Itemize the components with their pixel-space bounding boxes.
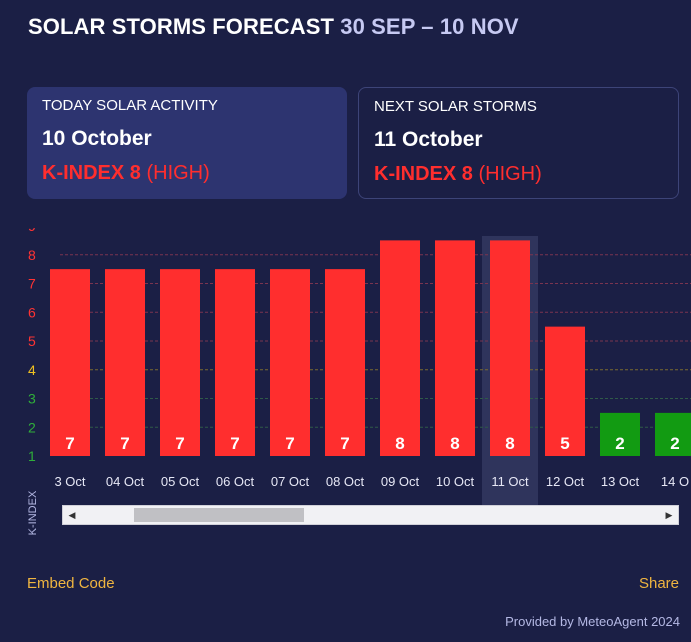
- next-label: NEXT SOLAR STORMS: [374, 98, 537, 115]
- today-activity-card: TODAY SOLAR ACTIVITY 10 October K-INDEX …: [27, 87, 347, 199]
- today-kindex-level: (HIGH): [146, 162, 210, 184]
- share-link[interactable]: Share: [638, 575, 679, 592]
- x-tick-label: 13 Oct: [601, 474, 640, 489]
- y-tick-label: 4: [28, 362, 36, 378]
- bar: [655, 412, 691, 456]
- x-tick-label: 3 Oct: [54, 474, 85, 489]
- x-tick-label: 12 Oct: [546, 474, 585, 489]
- bar-value-label: 8: [450, 434, 459, 453]
- y-axis-label: K-INDEX: [27, 490, 39, 535]
- title-text: SOLAR STORMS FORECAST: [28, 14, 335, 39]
- bar: [435, 240, 475, 456]
- bar-value-label: 7: [65, 434, 74, 453]
- y-tick-label: 8: [28, 247, 36, 263]
- bar: [325, 269, 365, 456]
- today-label: TODAY SOLAR ACTIVITY: [42, 97, 218, 114]
- next-date: 11 October: [374, 128, 483, 151]
- bar: [215, 269, 255, 456]
- today-kindex: K-INDEX 8 (HIGH): [42, 161, 332, 185]
- bar: [160, 269, 200, 456]
- bar: [50, 269, 90, 456]
- y-tick-label: 7: [28, 276, 36, 292]
- x-tick-label: 07 Oct: [271, 474, 310, 489]
- x-tick-label: 14 O: [661, 474, 689, 489]
- y-tick-label: 2: [28, 419, 36, 435]
- x-tick-label: 10 Oct: [436, 474, 475, 489]
- scroll-right-arrow-icon[interactable]: ▶: [665, 510, 673, 520]
- bar: [380, 240, 420, 456]
- x-tick-label: 06 Oct: [216, 474, 255, 489]
- page-title: SOLAR STORMS FORECAST 30 SEP – 10 NOV: [28, 14, 519, 40]
- kindex-chart: 1 2 3 4 5 6 7 8 9 K-INDEX 7 3 Oct 7 04 Oct 7 05 Oct 7 06 …: [0, 228, 691, 558]
- next-kindex-value: K-INDEX 8: [374, 163, 473, 185]
- x-tick-label: 05 Oct: [161, 474, 200, 489]
- x-tick-label: 04 Oct: [106, 474, 145, 489]
- chart-scrollbar[interactable]: ◀ ▶: [62, 505, 679, 525]
- bar-value-label: 7: [120, 434, 129, 453]
- embed-code-link[interactable]: Embed Code: [27, 575, 115, 592]
- bar-value-label: 2: [670, 434, 679, 453]
- kindex-chart-svg: 1 2 3 4 5 6 7 8 9 K-INDEX 7 3 Oct 7 04 Oct 7 05 Oct 7 06 …: [27, 228, 691, 535]
- bar: [490, 240, 530, 456]
- bar: [545, 326, 585, 456]
- bar-value-label: 7: [340, 434, 349, 453]
- bar-value-label: 2: [615, 434, 624, 453]
- next-kindex-level: (HIGH): [478, 163, 542, 185]
- bar-value-label: 8: [505, 434, 514, 453]
- bar: [600, 412, 640, 456]
- today-kindex-value: K-INDEX 8: [42, 162, 141, 184]
- y-tick-label: 5: [28, 333, 36, 349]
- x-tick-label: 08 Oct: [326, 474, 365, 489]
- y-tick-label: 1: [28, 448, 36, 464]
- provided-by-text: Provided by MeteoAgent 2024: [505, 614, 680, 629]
- date-range: 30 SEP – 10 NOV: [340, 14, 519, 39]
- x-tick-label: 11 Oct: [491, 474, 529, 489]
- y-tick-label: 3: [28, 391, 36, 407]
- next-storms-card: NEXT SOLAR STORMS 11 October K-INDEX 8 (…: [358, 87, 679, 199]
- y-tick-label: 9: [28, 228, 36, 234]
- bar-value-label: 5: [560, 434, 569, 453]
- bar-value-label: 7: [175, 434, 184, 453]
- scroll-left-arrow-icon[interactable]: ◀: [68, 510, 76, 520]
- scrollbar-thumb[interactable]: [134, 508, 304, 522]
- bar-value-label: 7: [230, 434, 239, 453]
- bar: [270, 269, 310, 456]
- bar-value-label: 7: [285, 434, 294, 453]
- bar: [105, 269, 145, 456]
- next-kindex: K-INDEX 8 (HIGH): [374, 162, 663, 186]
- today-date: 10 October: [42, 127, 152, 150]
- y-tick-label: 6: [28, 304, 36, 320]
- bar-value-label: 8: [395, 434, 404, 453]
- x-tick-label: 09 Oct: [381, 474, 420, 489]
